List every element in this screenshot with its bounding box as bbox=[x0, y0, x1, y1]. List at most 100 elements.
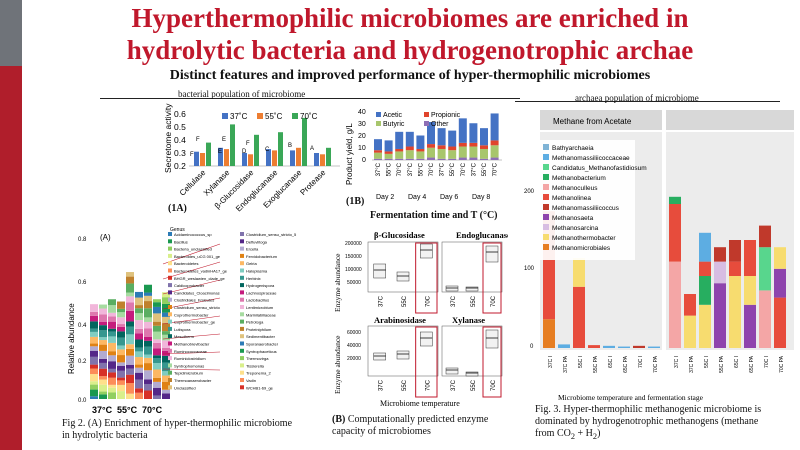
fig2a-bar-segment bbox=[144, 328, 152, 337]
fig2b-xcat: 37C bbox=[379, 295, 385, 307]
fig3-bar-segment bbox=[759, 290, 771, 348]
fig3-bar-segment bbox=[684, 294, 696, 316]
fig2a-bar-segment bbox=[135, 372, 143, 380]
fig2a-legend-swatch bbox=[240, 378, 244, 382]
fig1b-bar-segment bbox=[427, 144, 435, 148]
fig2a-bar-segment bbox=[99, 358, 107, 363]
fig1b-legend-propionic: Propionic bbox=[431, 112, 461, 119]
fig2a-legend-item: Defluviitoga bbox=[246, 239, 268, 244]
fig1a-bar bbox=[242, 153, 247, 166]
fig2b-panel-frame bbox=[441, 241, 503, 293]
fig1b-bar-segment bbox=[469, 142, 478, 147]
fig2a-bar-segment bbox=[99, 379, 107, 385]
fig1b-temp-label: 37°C bbox=[440, 162, 446, 176]
fig3-legend-item: Methanomassiliicoccaceae bbox=[552, 155, 630, 162]
fig1b-bar-segment bbox=[427, 122, 435, 145]
fig2a-legend-item: Lactobacillus bbox=[246, 298, 269, 303]
fig2a-bar-segment bbox=[144, 284, 152, 293]
fig1b-legend: Acetic Butyric Propionic Other bbox=[376, 112, 461, 128]
fig2a-bar-segment bbox=[135, 313, 143, 321]
fig2a-bar-segment bbox=[135, 308, 143, 314]
fig2-caption: Fig 2. (A) Enrichment of hyper-thermophi… bbox=[62, 418, 302, 442]
fig2b-box bbox=[485, 245, 499, 263]
fig2a-bar-segment bbox=[162, 389, 170, 394]
fig3-legend-item: Methanothermobacter bbox=[552, 235, 616, 242]
fig3-panel-header-left bbox=[540, 110, 662, 130]
fig2a-bar-segment bbox=[162, 350, 170, 356]
fig3-xcat: 70C PA bbox=[779, 355, 785, 373]
fig2a-bar-segment bbox=[162, 316, 170, 324]
fig2b-ylabel: Enzyme abundance bbox=[333, 253, 342, 312]
fig3-xcat: 70C PA bbox=[653, 355, 659, 373]
fig1a-bar bbox=[266, 149, 271, 166]
fig2a-legend-swatch bbox=[168, 341, 172, 346]
fig2a-bar-segment bbox=[90, 364, 98, 369]
fig1b-bar-segment bbox=[427, 157, 435, 160]
fig1a-legend-55: 55˚C bbox=[265, 112, 283, 121]
fig2a-legend-swatch bbox=[168, 283, 172, 288]
fig2b-xcat: 55C bbox=[471, 295, 477, 307]
fig2a-bar-segment bbox=[153, 299, 161, 303]
fig3-bar-segment bbox=[714, 283, 726, 348]
fig1b-bar-segment bbox=[405, 131, 414, 147]
fig2a-legend-swatch bbox=[168, 348, 172, 353]
fig2a-bar-segment bbox=[135, 333, 143, 340]
fig1b-bar-segment bbox=[448, 150, 457, 159]
fig1b-day-label: Day 6 bbox=[440, 194, 458, 201]
fig2a-legend-item: Coprothermobacter_ge bbox=[174, 320, 216, 325]
fig2a-bar-segment bbox=[99, 394, 107, 399]
fig1a-bar bbox=[296, 147, 301, 166]
fig3-xcat: 55C I bbox=[578, 356, 584, 368]
fig2a-bar-segment bbox=[108, 321, 116, 329]
fig3-bar-segment bbox=[573, 286, 585, 348]
fig2a-chart: (A) Relative abundance 0.8 0.6 0.4 0.2 0… bbox=[67, 227, 297, 415]
fig2a-bar-segment bbox=[117, 365, 125, 371]
fig2a-connector bbox=[162, 261, 221, 280]
fig2a-bar-segment bbox=[126, 334, 134, 345]
fig2a-bar-segment bbox=[108, 328, 116, 332]
fig3-legend-swatch bbox=[543, 184, 549, 190]
fig3-bars bbox=[543, 196, 786, 348]
fig1a-significance-letter: C bbox=[265, 147, 270, 153]
fig1a-significance-letter: D bbox=[242, 149, 247, 155]
fig1b-bar-segment bbox=[384, 140, 393, 152]
fig3-bar-segment bbox=[699, 261, 711, 276]
fig1b-bars bbox=[374, 113, 499, 160]
fig2a-bar-segment bbox=[117, 324, 125, 327]
sidebar-gray-band bbox=[0, 0, 22, 66]
fig1a-bar bbox=[194, 151, 199, 166]
fig1b-bar-segment bbox=[416, 135, 425, 149]
fig1b-bar-segment bbox=[458, 118, 467, 143]
fig3-legend-item: Methanomassiliicoccus bbox=[552, 205, 620, 212]
fig1b-xlabels: 37°C 55°C 70°C 37°C 55°C 70°C 37°C 55°C 70°C 37°C… bbox=[376, 162, 499, 176]
fig2a-bar-segment bbox=[126, 310, 134, 322]
fig1a-bar bbox=[326, 147, 331, 166]
fig2a-legend-item: Sporanaerobacter bbox=[246, 342, 279, 347]
fig2b-box bbox=[396, 350, 410, 360]
fig2a-legend-item: BHGR_weslawien_clade_ge bbox=[174, 276, 225, 281]
fig1b-legend-acetic: Acetic bbox=[383, 112, 403, 119]
fig2a-legend-item: Fervidobacterium bbox=[246, 254, 278, 259]
fig1b-bar-segment bbox=[427, 147, 435, 158]
fig3-bar-segment bbox=[699, 276, 711, 305]
fig2a-bar-segment bbox=[108, 299, 116, 306]
fig2a-bar-segment bbox=[144, 354, 152, 358]
fig3-legend-swatch bbox=[543, 194, 549, 200]
fig2a-legend-swatch bbox=[168, 319, 172, 324]
fig1b-temp-label: 70°C bbox=[461, 162, 467, 176]
fig2a-legend-swatch bbox=[240, 253, 244, 258]
fig2a-legend-swatch bbox=[168, 246, 172, 251]
fig2a-bar-segment bbox=[108, 331, 116, 337]
fig2a-bar-segment bbox=[162, 323, 170, 332]
fig2a-legend-swatch bbox=[240, 297, 244, 302]
fig1b-bar-segment bbox=[374, 150, 382, 153]
fig2b-title: Xylanase bbox=[452, 315, 485, 325]
fig3-ytick: 100 bbox=[524, 266, 535, 272]
fig1b-label: (1B) bbox=[346, 196, 365, 207]
fig1b-bar-segment bbox=[490, 145, 499, 158]
fig2a-ylabel: Relative abundance bbox=[67, 303, 76, 374]
fig2a-bar-segment bbox=[117, 362, 125, 366]
fig2b-panel-frame bbox=[367, 325, 439, 377]
fig2a-bar-segment bbox=[108, 312, 116, 317]
fig1a-category-label: Endoglucanase bbox=[234, 168, 280, 214]
